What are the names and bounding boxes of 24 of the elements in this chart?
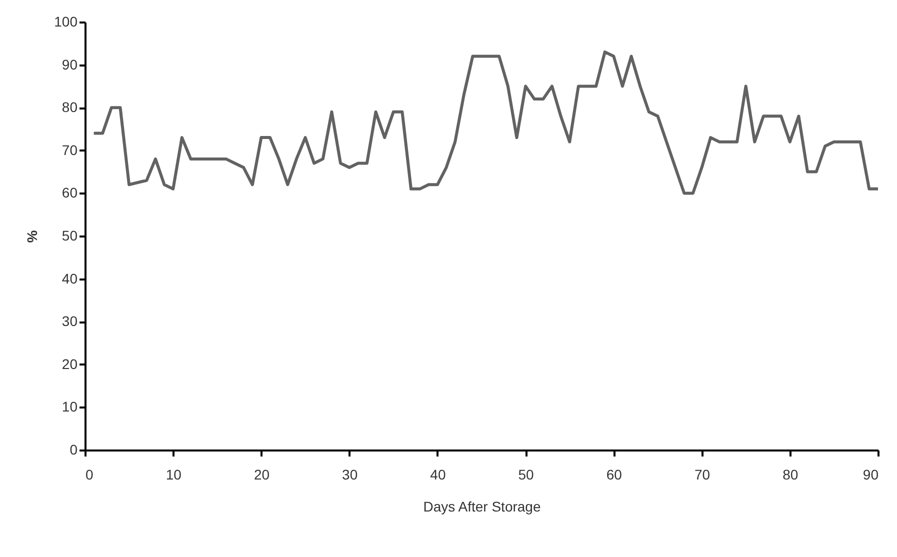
- x-tick-label: 30: [342, 466, 358, 482]
- y-tick-label: 70: [62, 142, 78, 158]
- x-tick-label: 40: [430, 466, 446, 482]
- x-tick-label: 60: [606, 466, 622, 482]
- y-tick-label: 50: [62, 228, 78, 244]
- x-tick-label: 20: [254, 466, 270, 482]
- y-tick-label: 40: [62, 270, 78, 286]
- y-tick-label: 10: [62, 398, 78, 415]
- y-tick-label: 100: [54, 14, 78, 30]
- y-axis-title: %: [24, 230, 40, 243]
- x-tick-label: 50: [518, 466, 534, 482]
- y-tick-label: 30: [62, 313, 78, 330]
- x-tick-label: 0: [86, 466, 94, 482]
- x-tick-label: 70: [694, 466, 710, 482]
- y-tick-label: 20: [62, 356, 78, 372]
- x-axis-title: Days After Storage: [423, 498, 541, 514]
- x-tick-label: 10: [166, 466, 182, 482]
- y-tick-label: 90: [62, 56, 78, 72]
- x-tick-label: 80: [782, 466, 798, 482]
- line-series: [92, 50, 880, 195]
- y-tick-label: 80: [62, 99, 78, 116]
- y-tick-label: 60: [62, 184, 78, 201]
- y-tick-label: 0: [70, 442, 78, 458]
- x-tick-label: 90: [862, 466, 879, 482]
